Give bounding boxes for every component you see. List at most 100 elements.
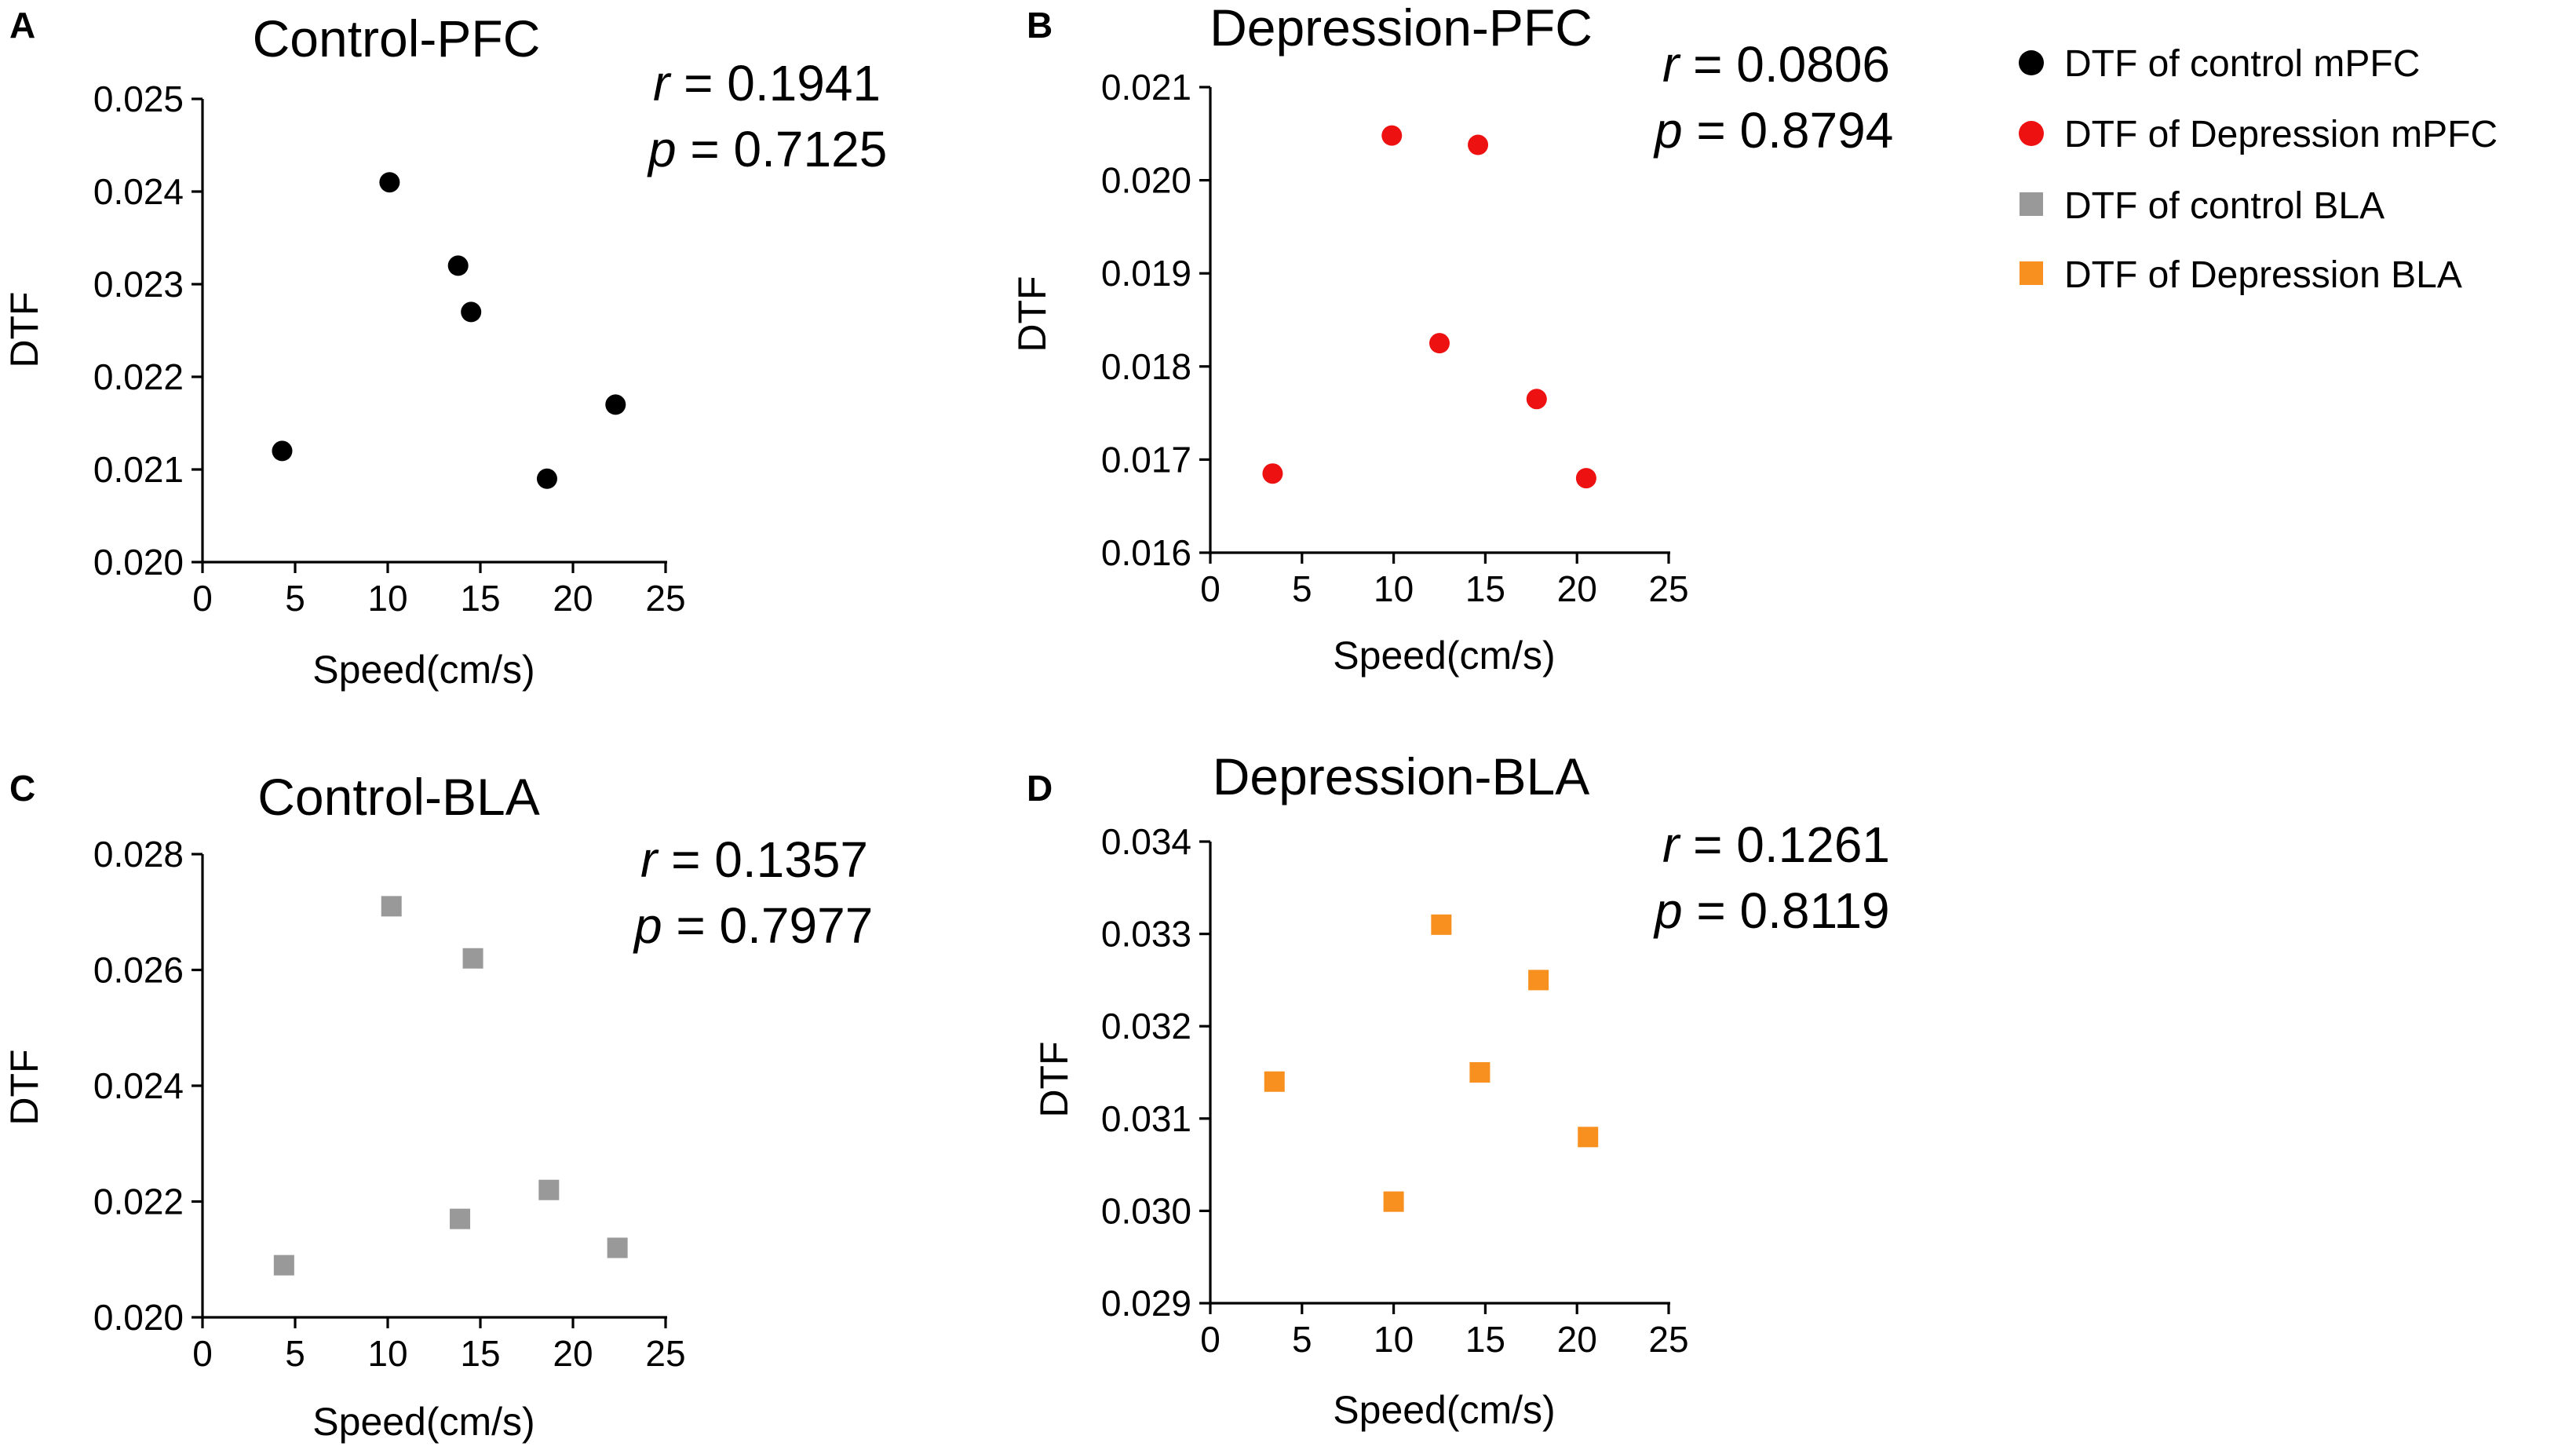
- data-points: [272, 172, 626, 489]
- data-point: [461, 301, 482, 323]
- data-point: [1468, 134, 1489, 155]
- r-symbol: r: [1662, 816, 1681, 873]
- svg-text:p = 0.8794: p = 0.8794: [1653, 102, 1893, 159]
- y-tick-label: 0.030: [1101, 1190, 1191, 1231]
- legend-marker-circle: [2019, 121, 2044, 146]
- y-axis-label: DTF: [1010, 276, 1054, 352]
- data-points: [273, 896, 628, 1276]
- legend-item-control-bla: DTF of control BLA: [2020, 185, 2384, 227]
- y-axis-label: DTF: [1032, 1041, 1076, 1117]
- r-symbol: r: [1662, 36, 1681, 93]
- x-tick-label: 20: [553, 1333, 593, 1374]
- p-value: = 0.8119: [1696, 882, 1889, 939]
- data-point: [536, 468, 557, 489]
- r-value: = 0.1357: [671, 831, 868, 888]
- svg-text:r = 0.0806: r = 0.0806: [1662, 36, 1890, 93]
- p-symbol: p: [647, 121, 677, 177]
- panel-letter: A: [9, 5, 35, 46]
- data-point: [447, 255, 469, 276]
- x-tick-label: 10: [1374, 568, 1414, 609]
- legend-marker-circle: [2019, 50, 2044, 75]
- x-tick-label: 0: [1200, 1319, 1220, 1360]
- svg-text:p = 0.7977: p = 0.7977: [633, 897, 873, 954]
- x-tick-label: 25: [645, 578, 685, 619]
- p-value: = 0.7977: [676, 897, 873, 954]
- x-tick-label: 20: [1557, 568, 1597, 609]
- data-point: [1262, 463, 1283, 484]
- svg-text:r = 0.1941: r = 0.1941: [653, 55, 881, 111]
- panel-a-control-pfc: A Control-PFC Speed(cm/s) DTF r = 0.1941…: [2, 5, 887, 692]
- data-point: [1264, 1071, 1285, 1092]
- stat-p: p = 0.8794: [1653, 102, 1893, 159]
- legend-marker-square: [2020, 261, 2043, 285]
- data-point: [607, 1237, 628, 1258]
- stat-p: p = 0.8119: [1653, 882, 1890, 939]
- panel-b-depression-pfc: B Depression-PFC Speed(cm/s) DTF r = 0.0…: [1010, 0, 1893, 678]
- y-tick-label: 0.019: [1101, 253, 1191, 294]
- data-point: [605, 394, 626, 415]
- x-tick-label: 10: [367, 1333, 407, 1374]
- axes: 0 5 10 15 20 25 0.020 0.022 0.024 0.026 0.028: [93, 834, 686, 1374]
- r-value: = 0.1941: [684, 55, 881, 111]
- data-points: [1262, 125, 1596, 489]
- y-tick-label: 0.032: [1101, 1006, 1191, 1046]
- p-symbol: p: [1653, 882, 1683, 939]
- y-tick-label: 0.020: [1101, 160, 1191, 201]
- data-point: [1429, 333, 1450, 354]
- svg-text:p = 0.7125: p = 0.7125: [647, 121, 887, 177]
- legend-item-depression-bla: DTF of Depression BLA: [2020, 254, 2462, 296]
- x-tick-label: 5: [285, 578, 305, 619]
- panel-c-control-bla: C Control-BLA Speed(cm/s) DTF r = 0.1357…: [2, 768, 873, 1444]
- y-tick-label: 0.026: [93, 950, 184, 991]
- legend-label: DTF of control BLA: [2064, 185, 2384, 227]
- x-tick-label: 15: [1465, 568, 1505, 609]
- y-tick-label: 0.022: [93, 1182, 184, 1222]
- r-symbol: r: [653, 55, 672, 111]
- x-tick-label: 15: [1465, 1319, 1505, 1360]
- stat-r: r = 0.1941: [653, 55, 881, 111]
- stat-p: p = 0.7125: [647, 121, 887, 177]
- data-point: [538, 1179, 560, 1200]
- stat-r: r = 0.1357: [640, 831, 868, 888]
- y-tick-label: 0.018: [1101, 346, 1191, 387]
- panel-d-depression-bla: D Depression-BLA Speed(cm/s) DTF r = 0.1…: [1027, 747, 1890, 1432]
- legend-label: DTF of Depression mPFC: [2064, 114, 2498, 155]
- chart-title: Depression-BLA: [1213, 747, 1590, 805]
- y-tick-label: 0.021: [93, 449, 184, 490]
- data-point: [462, 948, 483, 969]
- svg-text:p = 0.8119: p = 0.8119: [1653, 882, 1890, 939]
- y-tick-label: 0.033: [1101, 914, 1191, 955]
- y-tick-label: 0.031: [1101, 1098, 1191, 1139]
- data-point: [272, 440, 293, 462]
- x-tick-label: 5: [1292, 1319, 1312, 1360]
- data-point: [1526, 389, 1547, 410]
- legend-label: DTF of Depression BLA: [2064, 254, 2462, 296]
- data-point: [1528, 970, 1549, 991]
- y-tick-label: 0.024: [93, 171, 184, 212]
- svg-text:r = 0.1261: r = 0.1261: [1662, 816, 1890, 873]
- data-point: [1383, 1191, 1404, 1212]
- r-value: = 0.1261: [1693, 816, 1890, 873]
- y-tick-label: 0.025: [93, 79, 184, 119]
- stat-r: r = 0.1261: [1662, 816, 1890, 873]
- x-tick-label: 5: [1292, 568, 1312, 609]
- data-point: [450, 1208, 471, 1229]
- x-tick-label: 20: [1557, 1319, 1597, 1360]
- x-tick-label: 25: [1648, 1319, 1688, 1360]
- y-tick-label: 0.020: [93, 1297, 184, 1338]
- chart-title: Control-BLA: [257, 768, 540, 826]
- p-value: = 0.8794: [1696, 102, 1893, 159]
- p-symbol: p: [633, 897, 662, 954]
- x-axis-label: Speed(cm/s): [312, 648, 535, 692]
- r-value: = 0.0806: [1693, 36, 1890, 93]
- x-tick-label: 0: [1200, 568, 1220, 609]
- y-tick-label: 0.022: [93, 356, 184, 397]
- p-symbol: p: [1653, 102, 1683, 159]
- data-point: [381, 896, 402, 917]
- chart-title: Control-PFC: [253, 9, 541, 68]
- legend-marker-square: [2020, 192, 2043, 216]
- chart-title: Depression-PFC: [1210, 0, 1593, 57]
- x-tick-label: 10: [1374, 1319, 1414, 1360]
- y-tick-label: 0.017: [1101, 439, 1191, 480]
